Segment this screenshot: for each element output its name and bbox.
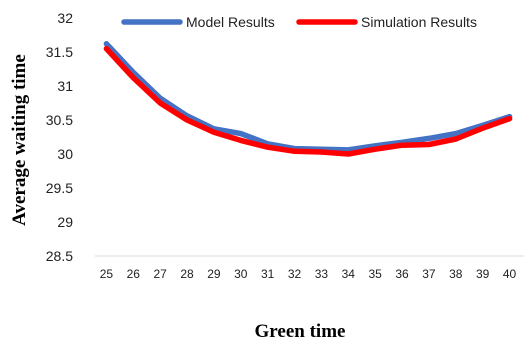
- x-tick-label: 36: [395, 267, 409, 281]
- y-axis-title: Average waiting time: [9, 54, 30, 226]
- y-tick-label: 30.5: [46, 112, 73, 128]
- x-tick-label: 25: [100, 267, 114, 281]
- x-axis-title: Green time: [255, 321, 346, 342]
- x-tick-label: 31: [261, 267, 275, 281]
- y-tick-label: 29: [57, 214, 73, 230]
- series-line-simulation: [103, 45, 513, 157]
- legend-label: Simulation Results: [361, 14, 477, 30]
- x-tick-label: 32: [288, 267, 302, 281]
- x-tick-label: 27: [154, 267, 168, 281]
- x-tick-label: 33: [315, 267, 329, 281]
- x-tick-label: 38: [449, 267, 463, 281]
- x-tick-label: 26: [127, 267, 141, 281]
- legend: Model Results Simulation Results: [121, 14, 477, 30]
- x-tick-label: 37: [422, 267, 436, 281]
- x-tick-label: 28: [180, 267, 194, 281]
- y-tick-label: 32: [57, 10, 73, 26]
- y-tick-label: 31.5: [46, 44, 73, 60]
- x-axis-ticks: 25 26 27 28 29 30 31 32 33 34 35 36 37 38 39 40: [100, 267, 517, 281]
- y-tick-label: 29.5: [46, 180, 73, 196]
- x-tick-label: 35: [369, 267, 383, 281]
- legend-label: Model Results: [186, 14, 275, 30]
- x-tick-label: 39: [476, 267, 490, 281]
- x-tick-label: 40: [503, 267, 517, 281]
- x-tick-label: 34: [342, 267, 356, 281]
- series-lines: [103, 41, 513, 157]
- x-tick-label: 29: [207, 267, 221, 281]
- series-line-model: [103, 41, 513, 153]
- y-tick-label: 30: [57, 146, 73, 162]
- y-tick-label: 28.5: [46, 248, 73, 264]
- y-axis-ticks: 28.5 29 29.5 30 30.5 31 31.5 32: [46, 10, 73, 264]
- y-tick-label: 31: [57, 78, 73, 94]
- x-tick-label: 30: [234, 267, 248, 281]
